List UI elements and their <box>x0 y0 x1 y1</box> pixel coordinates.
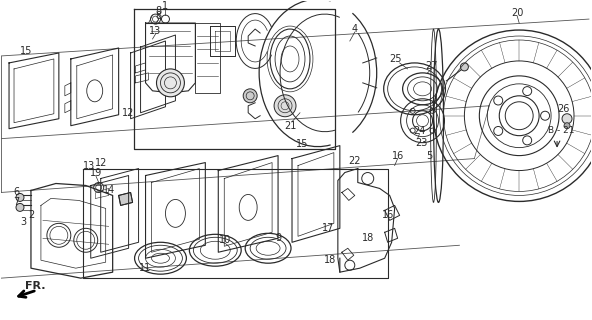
Text: 1: 1 <box>162 1 169 11</box>
Text: 27: 27 <box>425 61 437 71</box>
Text: 9: 9 <box>275 233 281 243</box>
Text: 16: 16 <box>382 210 394 220</box>
Text: 12: 12 <box>123 108 135 118</box>
Text: 2: 2 <box>28 210 34 220</box>
Text: 25: 25 <box>390 54 402 64</box>
Text: 4: 4 <box>352 24 358 34</box>
Text: 3: 3 <box>20 217 26 227</box>
Circle shape <box>274 95 296 117</box>
Circle shape <box>243 89 257 103</box>
Polygon shape <box>118 192 133 205</box>
Text: 7: 7 <box>13 197 19 207</box>
Text: 26: 26 <box>557 104 570 114</box>
Text: 8: 8 <box>156 6 162 16</box>
Text: 12: 12 <box>95 157 107 168</box>
Circle shape <box>156 69 184 97</box>
Text: 8: 8 <box>156 11 162 21</box>
Text: 21: 21 <box>284 121 296 131</box>
Text: 14: 14 <box>102 186 115 196</box>
Text: 5: 5 <box>426 151 433 161</box>
Text: 23: 23 <box>416 138 428 148</box>
Text: 19: 19 <box>89 168 102 178</box>
Circle shape <box>16 194 24 201</box>
Circle shape <box>564 123 570 129</box>
Text: 24: 24 <box>413 126 426 136</box>
Text: 13: 13 <box>83 161 95 171</box>
Circle shape <box>461 63 468 71</box>
Text: 16: 16 <box>391 151 404 161</box>
Text: FR.: FR. <box>25 281 45 291</box>
Text: 10: 10 <box>219 235 231 245</box>
Text: 18: 18 <box>362 233 374 243</box>
Text: B - 21: B - 21 <box>548 126 574 135</box>
Text: 22: 22 <box>349 156 361 165</box>
Text: 6: 6 <box>13 188 19 197</box>
Text: 15: 15 <box>296 139 308 148</box>
Text: 17: 17 <box>321 223 334 233</box>
Text: 18: 18 <box>324 255 336 265</box>
Text: 15: 15 <box>20 46 32 56</box>
Text: 20: 20 <box>511 8 523 18</box>
Circle shape <box>562 114 572 124</box>
Circle shape <box>16 204 24 212</box>
Text: 11: 11 <box>140 263 152 273</box>
Text: 13: 13 <box>149 26 162 36</box>
